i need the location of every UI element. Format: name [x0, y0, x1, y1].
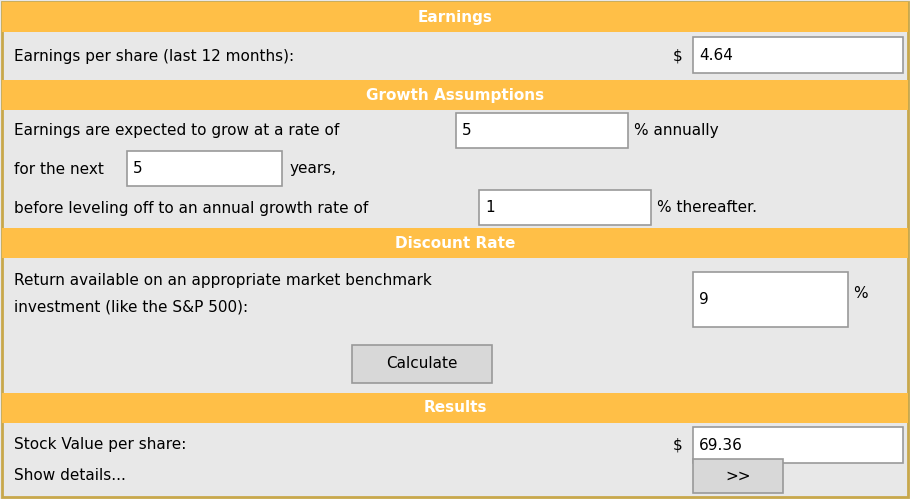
- Bar: [479, 190, 651, 225]
- Bar: [693, 272, 848, 327]
- Text: Earnings are expected to grow at a rate of: Earnings are expected to grow at a rate …: [14, 123, 339, 139]
- Text: 69.36: 69.36: [699, 438, 743, 453]
- Text: for the next: for the next: [14, 162, 104, 177]
- Text: 5: 5: [133, 161, 143, 176]
- Text: % thereafter.: % thereafter.: [657, 201, 757, 216]
- Bar: [352, 345, 492, 383]
- Bar: [2, 393, 908, 423]
- Bar: [693, 37, 903, 73]
- Text: Growth Assumptions: Growth Assumptions: [366, 87, 544, 102]
- Text: years,: years,: [289, 162, 336, 177]
- Text: investment (like the S&P 500):: investment (like the S&P 500):: [14, 299, 248, 314]
- Text: % annually: % annually: [634, 123, 719, 139]
- Bar: [693, 427, 903, 463]
- Bar: [2, 2, 908, 32]
- Text: 5: 5: [462, 123, 471, 138]
- Text: Calculate: Calculate: [386, 356, 458, 371]
- Text: Earnings: Earnings: [418, 9, 492, 24]
- Bar: [127, 151, 282, 186]
- Bar: [456, 113, 628, 148]
- Text: 1: 1: [485, 200, 495, 215]
- Text: Discount Rate: Discount Rate: [395, 236, 515, 250]
- Text: Show details...: Show details...: [14, 468, 126, 483]
- Text: >>: >>: [725, 469, 751, 484]
- Bar: [2, 228, 908, 258]
- Bar: [2, 80, 908, 110]
- Text: Earnings per share (last 12 months):: Earnings per share (last 12 months):: [14, 48, 294, 63]
- Text: Stock Value per share:: Stock Value per share:: [14, 438, 187, 453]
- Text: $: $: [673, 48, 682, 63]
- Text: Return available on an appropriate market benchmark: Return available on an appropriate marke…: [14, 272, 431, 287]
- Text: $: $: [673, 438, 682, 453]
- Text: 9: 9: [699, 292, 709, 307]
- Bar: [693, 459, 783, 493]
- Text: before leveling off to an annual growth rate of: before leveling off to an annual growth …: [14, 201, 369, 216]
- Text: %: %: [853, 286, 867, 301]
- Text: Results: Results: [423, 401, 487, 416]
- Text: 4.64: 4.64: [699, 47, 733, 62]
